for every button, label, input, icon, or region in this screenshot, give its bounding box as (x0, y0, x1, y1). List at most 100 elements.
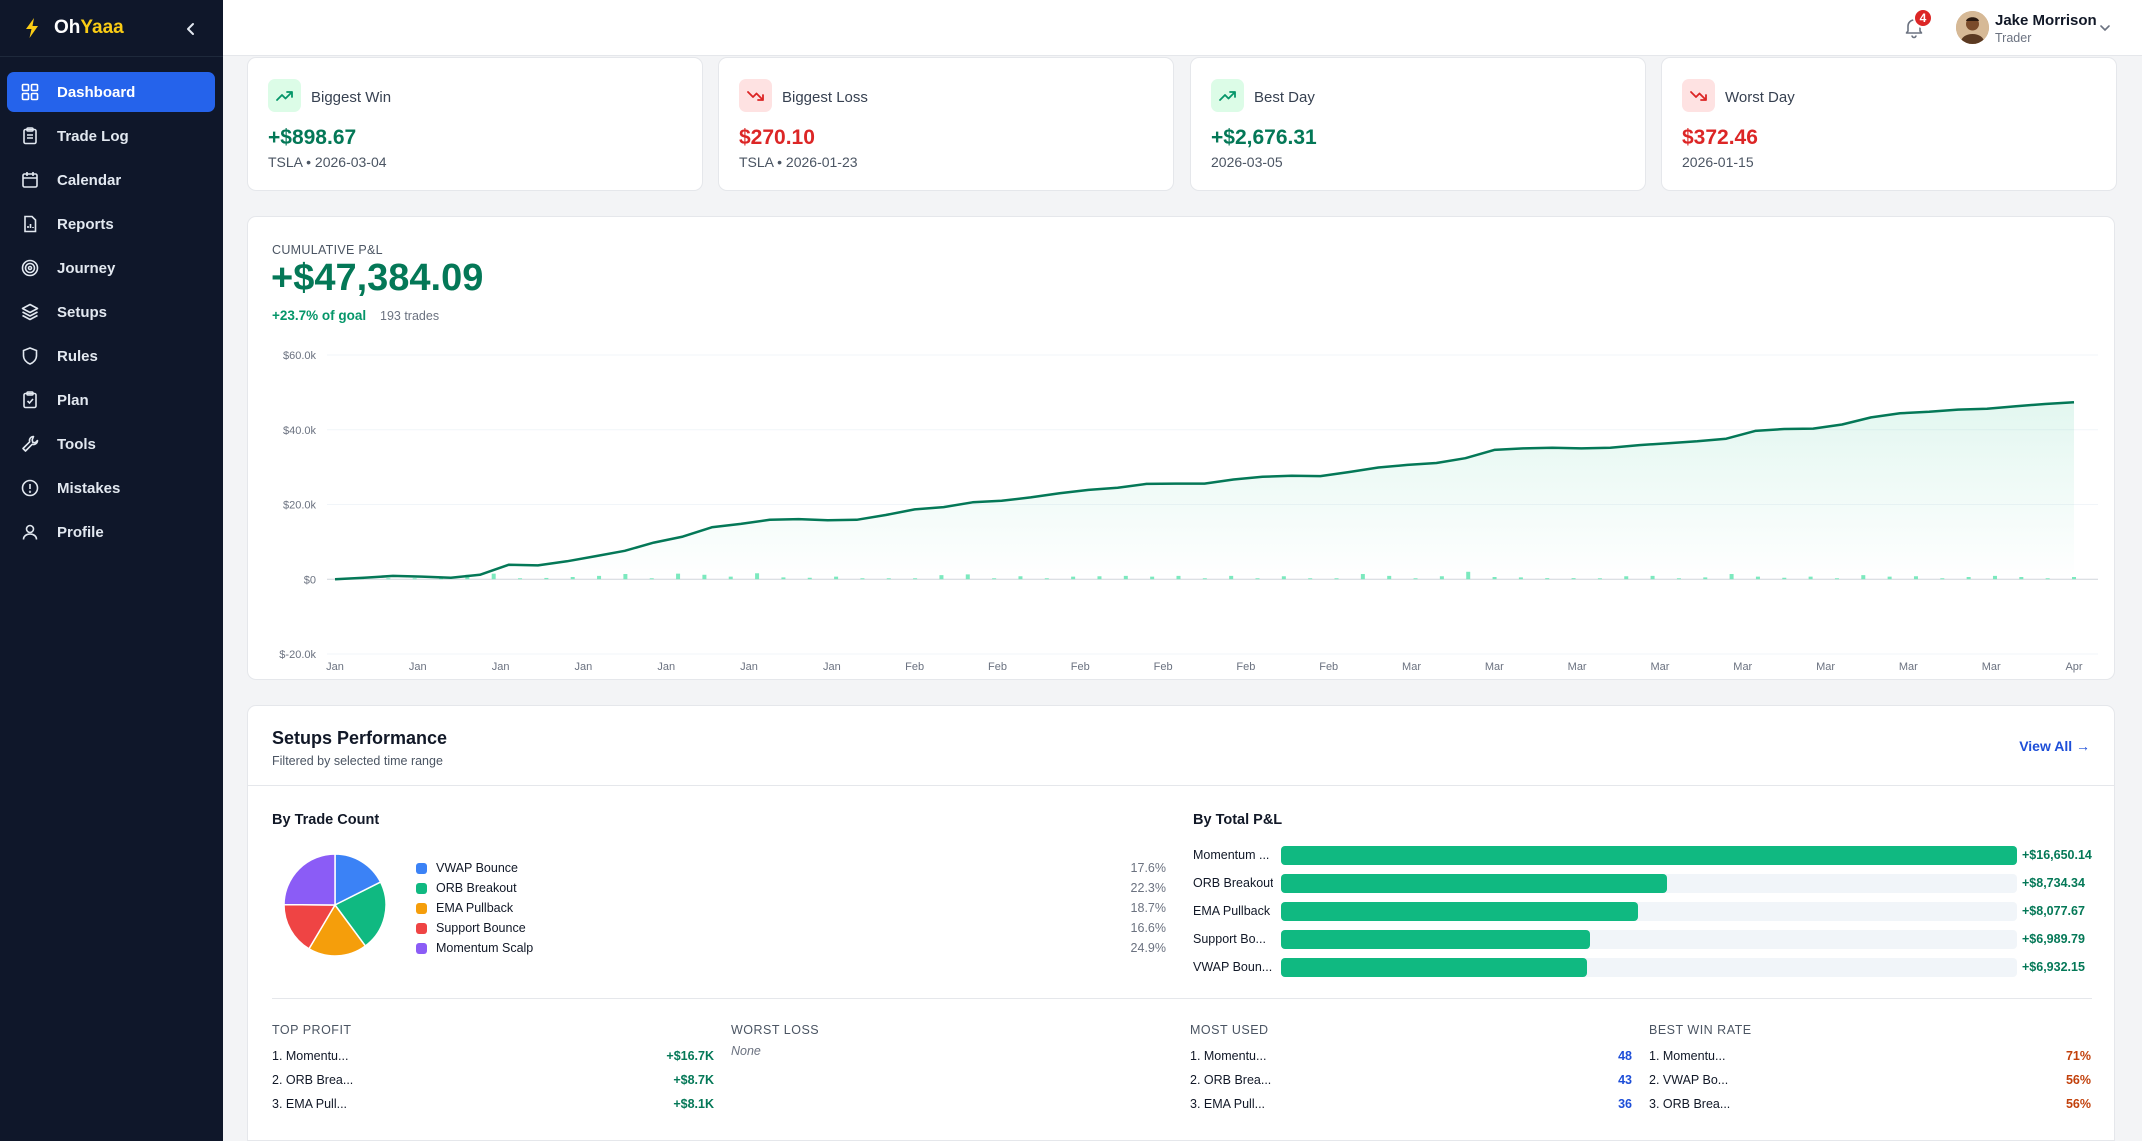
pnl-bar-row[interactable]: VWAP Boun... +$6,932.15 (1193, 953, 2091, 981)
sidebar-item-label: Profile (57, 523, 104, 541)
pnl-bar-row[interactable]: EMA Pullback +$8,077.67 (1193, 897, 2091, 925)
user-name[interactable]: Jake Morrison (1995, 12, 2097, 29)
trending-up-icon (268, 79, 301, 112)
bar-label: Momentum ... (1193, 848, 1270, 862)
sidebar-item-rules[interactable]: Rules (7, 336, 215, 376)
sidebar-item-setups[interactable]: Setups (7, 292, 215, 332)
legend-label: Support Bounce (436, 921, 526, 935)
rank-value: +$8.1K (673, 1097, 714, 1111)
bar-value: +$8,077.67 (2022, 904, 2085, 918)
legend-swatch (416, 923, 427, 934)
bar-fill (1281, 846, 2017, 865)
trending-down-icon (739, 79, 772, 112)
empty-state: None (731, 1044, 761, 1058)
user-icon (22, 524, 38, 540)
rank-row[interactable]: 1. Momentu... 71% (1649, 1045, 2091, 1069)
bar-track (1281, 902, 2017, 921)
x-tick-label: Mar (1485, 661, 1504, 673)
by-trade-count-title: By Trade Count (272, 812, 380, 828)
x-tick-label: Apr (2065, 661, 2082, 673)
x-tick-label: Feb (905, 661, 924, 673)
rank-row[interactable]: 3. EMA Pull... +$8.1K (272, 1093, 714, 1117)
sidebar-item-mistakes[interactable]: Mistakes (7, 468, 215, 508)
y-tick-label: $20.0k (283, 500, 317, 512)
rank-value: 36 (1618, 1097, 1632, 1111)
section-title: Setups Performance (272, 728, 448, 748)
x-tick-label: Mar (1568, 661, 1587, 673)
rank-row[interactable]: 1. Momentu... 48 (1190, 1045, 1632, 1069)
legend-percent: 24.9% (1130, 941, 1166, 955)
rank-name: 1. Momentu... (1190, 1049, 1267, 1063)
collapse-sidebar-button[interactable] (181, 19, 201, 39)
sidebar-item-tools[interactable]: Tools (7, 424, 215, 464)
x-tick-label: Jan (492, 661, 510, 673)
pie-slice[interactable] (283, 903, 337, 950)
brand-name-part-b: Yaaa (80, 17, 124, 38)
rank-row[interactable]: 2. VWAP Bo... 56% (1649, 1069, 2091, 1093)
sidebar-item-journey[interactable]: Journey (7, 248, 215, 288)
notification-count-badge: 4 (1913, 8, 1933, 28)
rank-title: MOST USED (1190, 1023, 1269, 1037)
pie-slice[interactable] (307, 903, 367, 957)
pnl-bar-row[interactable]: Momentum ... +$16,650.14 (1193, 841, 2092, 869)
rank-value: +$16.7K (666, 1049, 714, 1063)
rank-value: 71% (2065, 1049, 2091, 1063)
user-role: Trader (1995, 31, 2032, 45)
trade-count-pie-chart[interactable] (283, 853, 387, 957)
legend-percent: 16.6% (1130, 921, 1166, 935)
bar-label: EMA Pullback (1193, 904, 1271, 918)
rank-name: 2. ORB Brea... (1190, 1073, 1272, 1087)
pnl-bar-row[interactable]: ORB Breakout +$8,734.34 (1193, 869, 2091, 897)
sidebar-item-label: Dashboard (57, 83, 136, 101)
cumulative-line (334, 400, 2075, 581)
rank-value: 56% (2065, 1097, 2091, 1111)
bar-fill (1281, 930, 1590, 949)
stat-card-worst-day: Worst Day $372.46 2026-01-15 (1661, 57, 2117, 191)
rank-row[interactable]: 2. ORB Brea... +$8.7K (272, 1069, 714, 1093)
sidebar-item-label: Journey (57, 259, 116, 277)
avatar[interactable] (1956, 11, 1989, 44)
y-tick-label: $0 (304, 574, 316, 586)
rank-row[interactable]: 2. ORB Brea... 43 (1190, 1069, 1632, 1093)
grid-icon (21, 83, 39, 101)
pie-slice[interactable] (333, 881, 387, 948)
sidebar-item-dashboard[interactable]: Dashboard (7, 72, 215, 112)
cumulative-pnl-chart[interactable]: $60.0k $40.0k $20.0k $0 $-20.0k Jan Jan Jan Jan… (248, 337, 2114, 677)
x-tick-label: Mar (1816, 661, 1835, 673)
legend-label: Momentum Scalp (436, 941, 534, 955)
legend-percent: 22.3% (1130, 881, 1166, 895)
legend-percent: 18.7% (1130, 901, 1166, 915)
setups-header: Setups Performance Filtered by selected … (248, 706, 2114, 786)
sidebar-item-label: Reports (57, 215, 114, 233)
legend-label: EMA Pullback (436, 901, 514, 915)
stat-label: Best Day (1254, 89, 1315, 106)
section-subtitle: Filtered by selected time range (272, 754, 443, 768)
cumulative-pnl-card: CUMULATIVE P&L +$47,384.09 +23.7% of goa… (247, 216, 2115, 680)
user-menu-toggle[interactable] (2097, 20, 2113, 36)
sidebar-item-plan[interactable]: Plan (7, 380, 215, 420)
bar-label: VWAP Boun... (1193, 960, 1273, 974)
sidebar-item-calendar[interactable]: Calendar (7, 160, 215, 200)
rank-name: 3. EMA Pull... (1190, 1097, 1266, 1111)
rank-value: 56% (2065, 1073, 2091, 1087)
sidebar-item-label: Tools (57, 435, 96, 453)
bar-label: ORB Breakout (1193, 876, 1273, 890)
rank-value: +$8.7K (673, 1073, 714, 1087)
sidebar-item-reports[interactable]: Reports (7, 204, 215, 244)
sidebar-item-trade-log[interactable]: Trade Log (7, 116, 215, 156)
user-avatar-image (1956, 11, 1989, 44)
by-total-pnl-title: By Total P&L (1193, 812, 1283, 828)
pnl-bar-row[interactable]: Support Bo... +$6,989.79 (1193, 925, 2091, 953)
view-all-link[interactable]: View All → (2019, 738, 2090, 754)
stat-detail: TSLA • 2026-03-04 (268, 154, 387, 170)
rank-row[interactable]: 1. Momentu... +$16.7K (272, 1045, 714, 1069)
brand[interactable]: OhYaaa (0, 0, 223, 57)
x-tick-label: Feb (1071, 661, 1090, 673)
pie-slice[interactable] (283, 853, 336, 906)
setups-performance-card: Setups Performance Filtered by selected … (247, 705, 2115, 1141)
cumulative-pnl-value: +$47,384.09 (271, 257, 484, 299)
rank-row[interactable]: 3. EMA Pull... 36 (1190, 1093, 1632, 1117)
pie-slice[interactable] (334, 853, 382, 907)
rank-row[interactable]: 3. ORB Brea... 56% (1649, 1093, 2091, 1117)
sidebar-item-profile[interactable]: Profile (7, 512, 215, 552)
